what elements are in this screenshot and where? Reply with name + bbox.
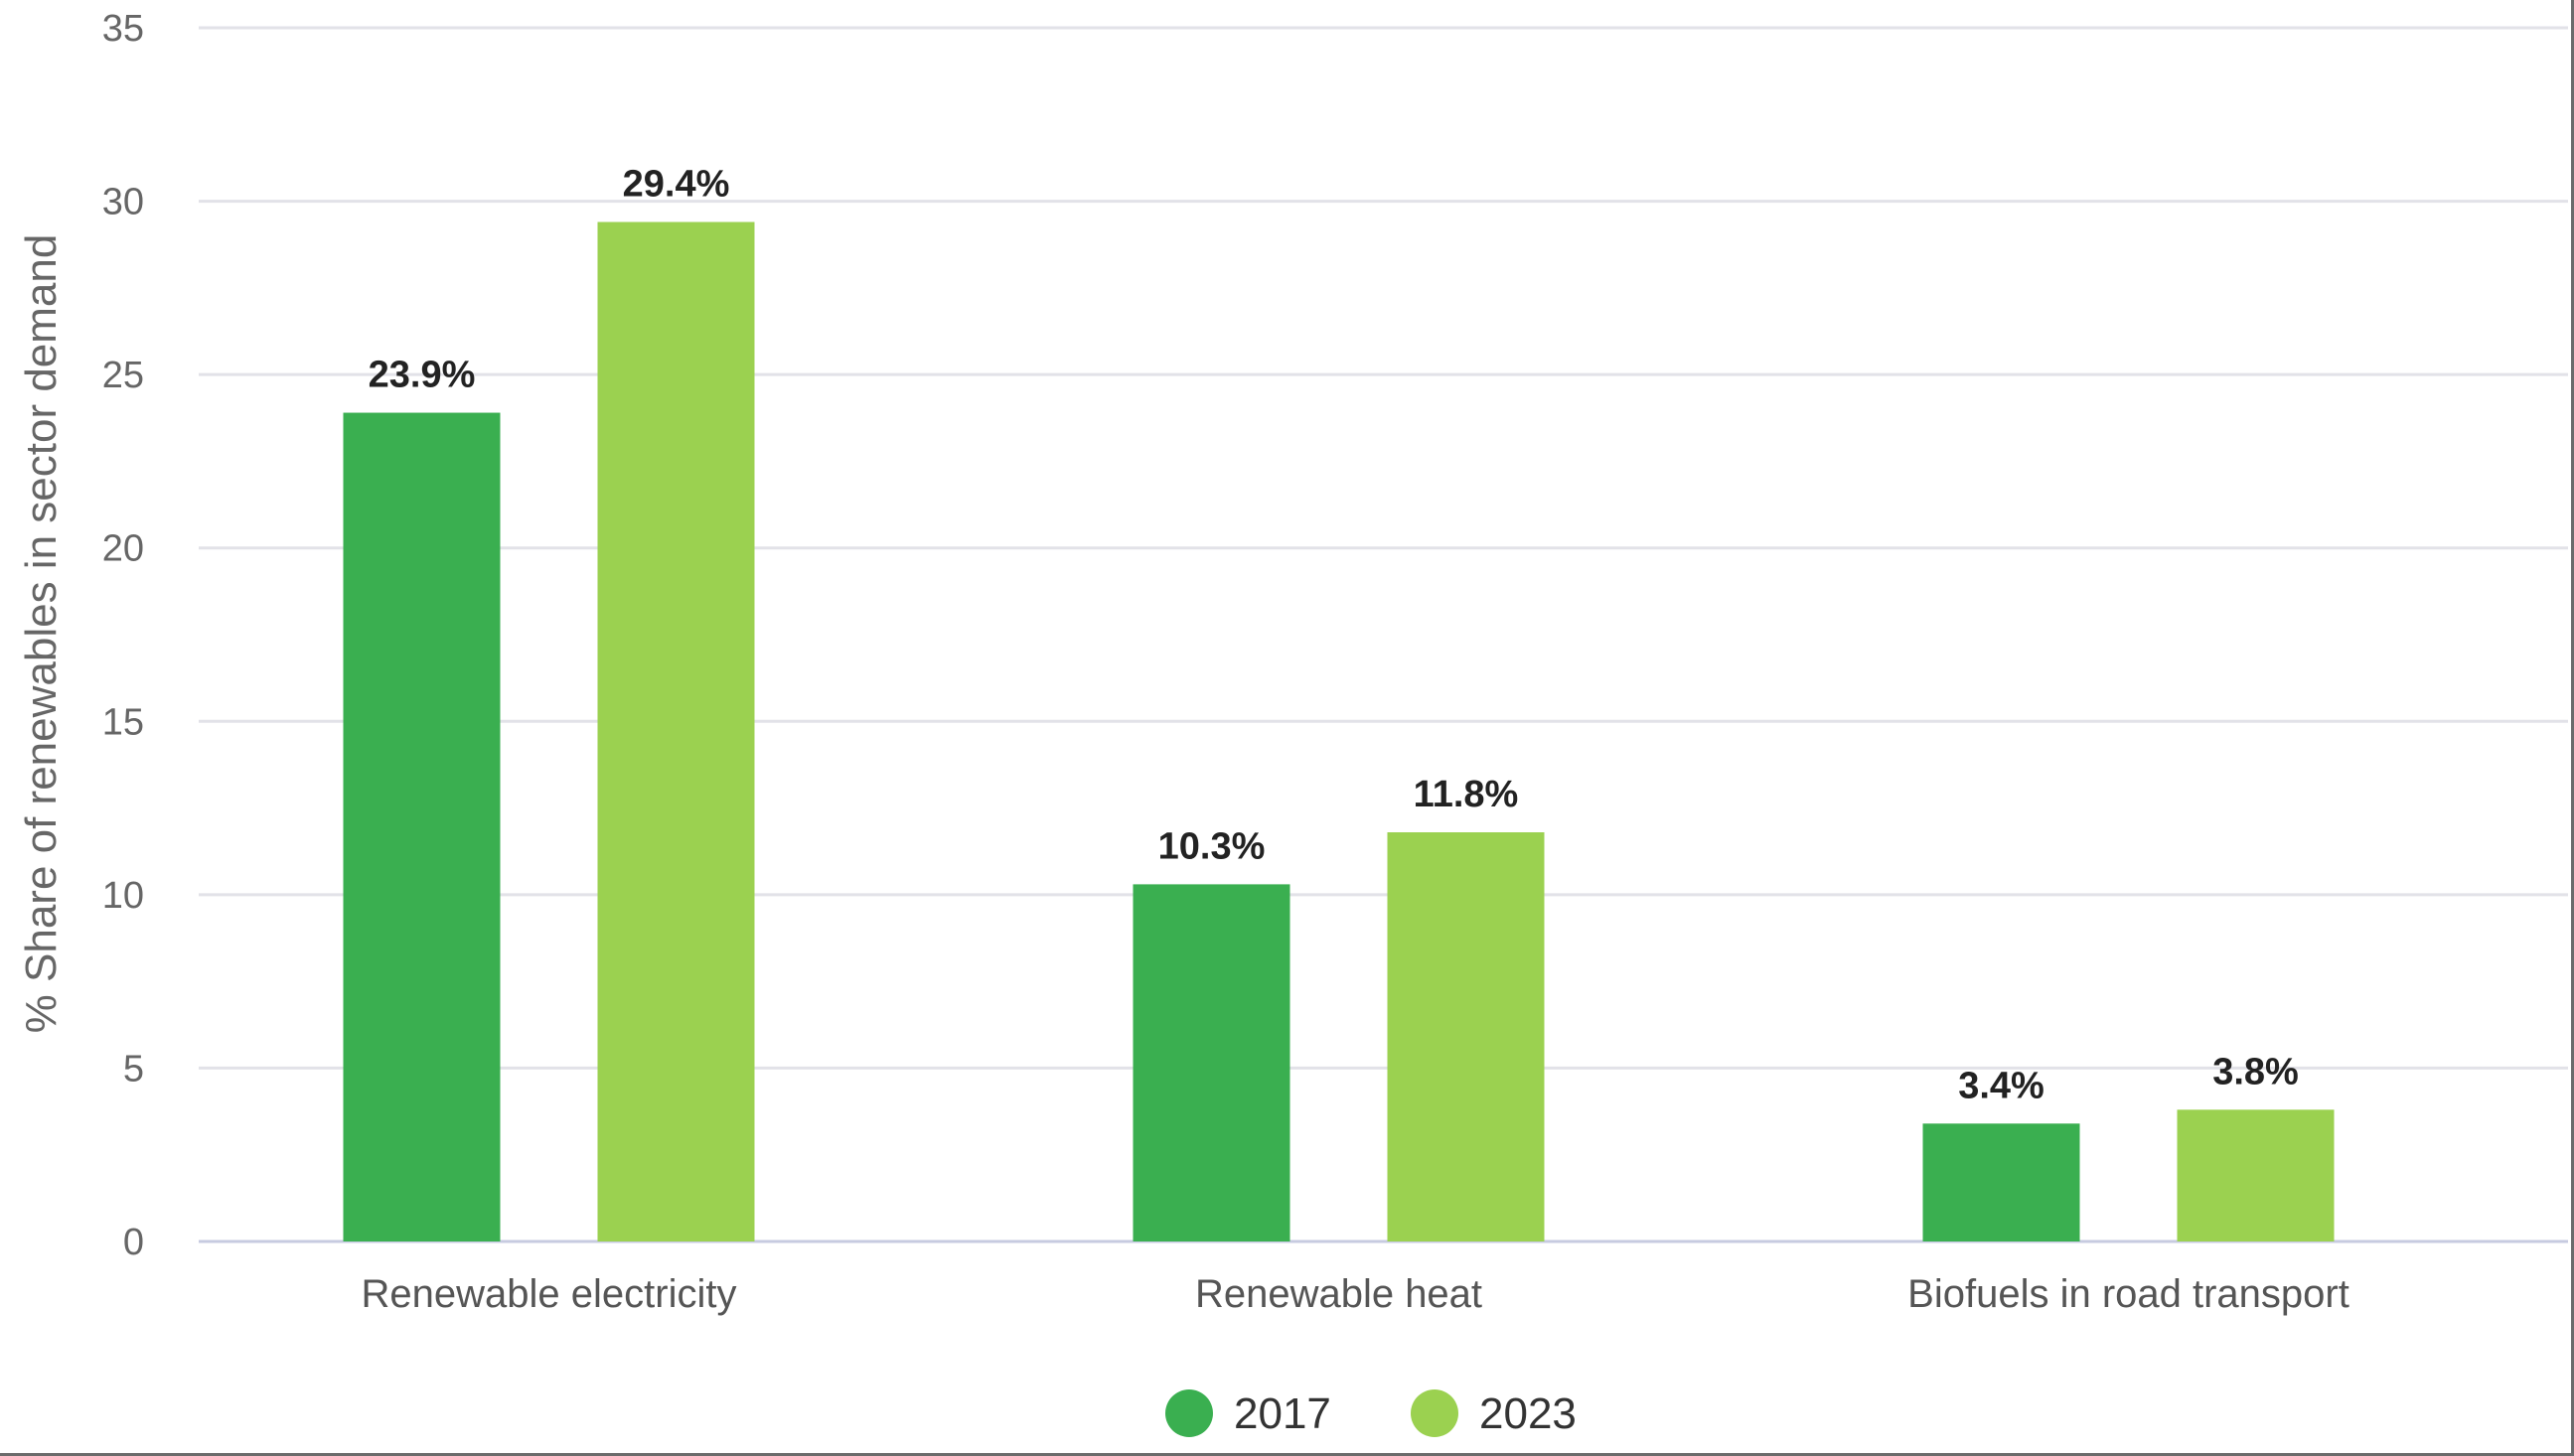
y-tick-label: 0 [123,1222,144,1263]
y-tick-label: 30 [102,182,144,223]
legend-label[interactable]: 2023 [1479,1389,1577,1438]
data-label: 3.8% [2212,1051,2299,1092]
bar[interactable] [343,412,501,1241]
y-tick-label: 20 [102,528,144,570]
bar[interactable] [1922,1123,2080,1241]
category-label: Renewable electricity [362,1272,737,1316]
data-label: 10.3% [1158,825,1266,867]
bar[interactable] [597,221,755,1241]
bar[interactable] [1387,832,1545,1241]
data-label: 29.4% [623,164,730,206]
legend-swatch[interactable] [1411,1389,1458,1437]
y-tick-label: 10 [102,875,144,917]
frame-right-edge [2571,0,2574,1456]
gridlines [199,26,2568,1070]
y-axis-label: % Share of renewables in sector demand [17,234,66,1034]
y-tick-label: 35 [102,8,144,50]
bar[interactable] [1133,884,1290,1241]
y-tick-label: 15 [102,701,144,743]
y-axis-ticks: 0 5 10 15 20 25 30 35 [102,8,144,1263]
data-labels: 23.9% 29.4% 10.3% 11.8% 3.4% 3.8% [369,164,2299,1107]
y-tick-label: 5 [123,1048,144,1090]
category-label: Biofuels in road transport [1907,1272,2349,1316]
data-label: 11.8% [1414,774,1519,815]
category-label: Renewable heat [1195,1272,1482,1316]
data-label: 23.9% [369,355,476,396]
frame-bottom-edge [0,1453,2574,1456]
y-tick-label: 25 [102,355,144,396]
bar[interactable] [2177,1109,2335,1241]
category-labels: Renewable electricity Renewable heat Biofu… [362,1272,2349,1316]
data-label: 3.4% [1958,1065,2044,1106]
legend-label[interactable]: 2017 [1234,1389,1331,1438]
bars [343,221,2335,1241]
legend: 2017 2023 [1165,1389,1577,1438]
legend-swatch[interactable] [1165,1389,1213,1437]
